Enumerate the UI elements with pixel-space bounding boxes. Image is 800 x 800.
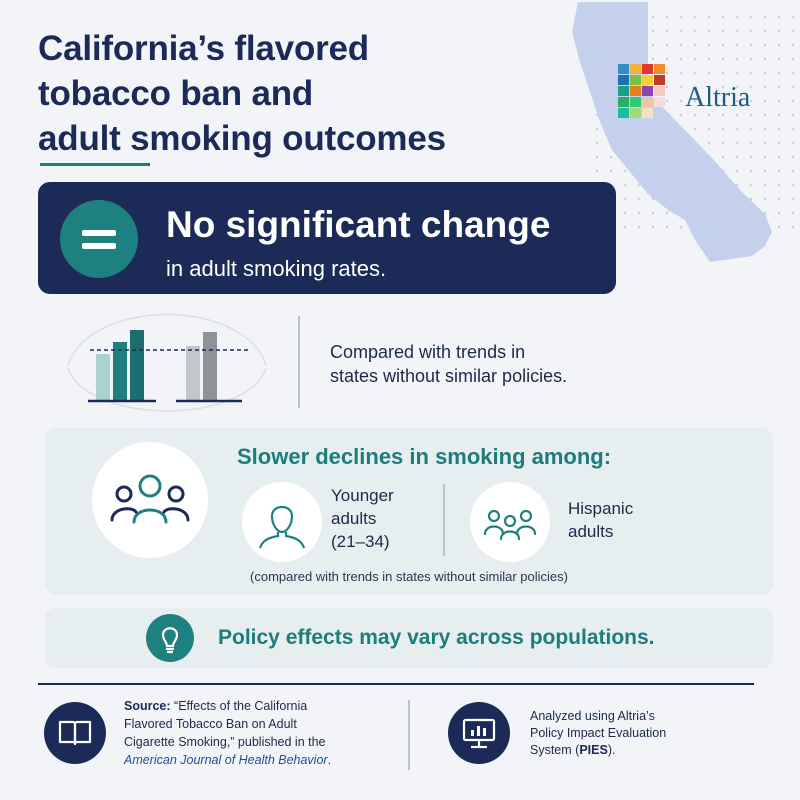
page-title: California’s flavored tobacco ban and ad… bbox=[38, 26, 538, 161]
pies-acronym: PIES bbox=[579, 743, 608, 757]
group-icon-circle bbox=[92, 442, 208, 558]
person-icon bbox=[258, 505, 306, 549]
title-line-3: adult smoking outcomes bbox=[38, 119, 446, 158]
slower-declines-title: Slower declines in smoking among: bbox=[237, 444, 612, 469]
younger-line-1: Younger bbox=[331, 486, 394, 505]
title-underline bbox=[40, 163, 150, 166]
source-line-2: Flavored Tobacco Ban on Adult bbox=[124, 717, 297, 731]
book-icon-circle bbox=[44, 702, 106, 764]
hispanic-line-2: adults bbox=[568, 522, 614, 541]
footer-divider bbox=[38, 683, 754, 685]
title-line-1: California’s flavored bbox=[38, 29, 369, 68]
people-icon-circle bbox=[470, 482, 550, 562]
source-line-3: Cigarette Smoking,” published in the bbox=[124, 735, 326, 749]
source-line-1: “Effects of the California bbox=[174, 699, 308, 713]
monitor-icon-circle bbox=[448, 702, 510, 764]
monitor-chart-icon bbox=[462, 718, 496, 749]
lightbulb-icon bbox=[161, 627, 179, 654]
analysis-line-2: Policy Impact Evaluation bbox=[530, 726, 667, 740]
comparison-text: Compared with trends in states without s… bbox=[330, 340, 590, 388]
bar-chart-icon bbox=[67, 313, 267, 412]
source-label: Source: bbox=[124, 699, 171, 713]
analysis-note: Analyzed using Altria’s Policy Impact Ev… bbox=[530, 708, 750, 759]
younger-line-2: adults bbox=[331, 509, 377, 528]
panel-divider bbox=[443, 484, 445, 556]
hispanic-line-1: Hispanic bbox=[568, 499, 634, 518]
lightbulb-icon-circle bbox=[146, 614, 194, 662]
policy-effects-text: Policy effects may vary across populatio… bbox=[218, 626, 655, 649]
group-icon bbox=[110, 474, 190, 524]
comparison-line-1: Compared with trends in bbox=[330, 342, 526, 362]
comparison-line-2: states without similar policies. bbox=[330, 366, 568, 386]
altria-logo-mark bbox=[618, 64, 665, 118]
altria-logo-text: Altria bbox=[685, 82, 751, 113]
younger-adults-label: Younger adults (21–34) bbox=[331, 484, 441, 553]
people-icon bbox=[483, 509, 537, 541]
book-icon bbox=[58, 720, 92, 746]
title-line-2: tobacco ban and bbox=[38, 74, 314, 113]
younger-line-3: (21–34) bbox=[331, 532, 390, 551]
hispanic-adults-label: Hispanic adults bbox=[568, 497, 668, 543]
headline-sub: in adult smoking rates. bbox=[166, 256, 387, 281]
equals-icon bbox=[60, 200, 138, 278]
headline-main: No significant change bbox=[166, 204, 551, 245]
source-end: . bbox=[327, 753, 332, 767]
analysis-line-3-pre: System ( bbox=[530, 743, 580, 757]
panel-note: (compared with trends in states without … bbox=[250, 569, 568, 584]
source-citation: Source: “Effects of the California Flavo… bbox=[124, 697, 374, 769]
footer-vertical-divider bbox=[408, 700, 410, 770]
journal-name: American Journal of Health Behavior bbox=[124, 753, 328, 767]
analysis-line-3-post: ). bbox=[607, 743, 616, 757]
person-icon-circle bbox=[242, 482, 322, 562]
analysis-line-1: Analyzed using Altria’s bbox=[530, 709, 655, 723]
comparison-divider bbox=[298, 316, 300, 408]
